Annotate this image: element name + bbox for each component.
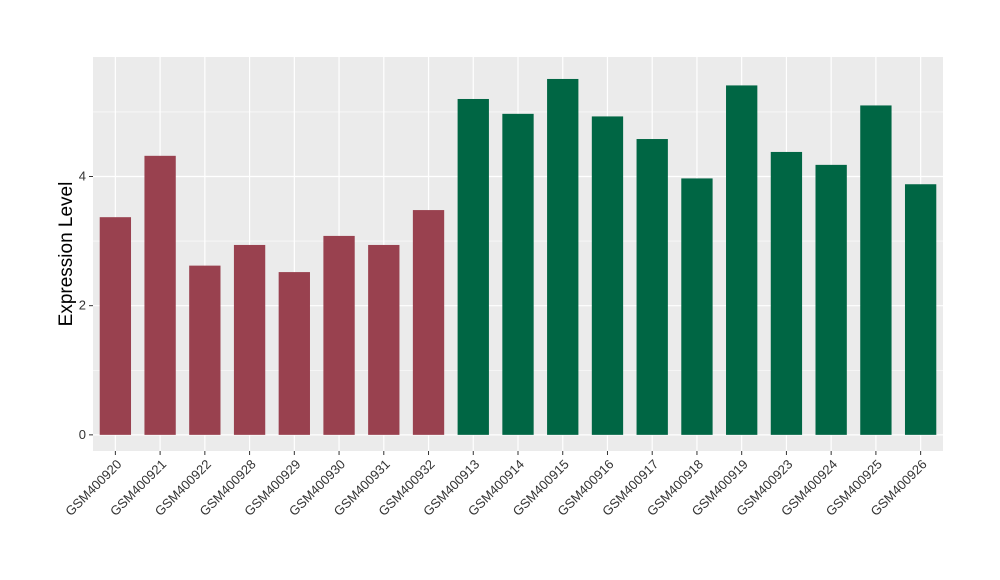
- bar-GSM400917: [636, 139, 668, 435]
- bar-GSM400929: [278, 272, 310, 435]
- bar-GSM400925: [860, 105, 892, 435]
- bar-GSM400921: [144, 155, 176, 435]
- bar-GSM400918: [681, 178, 713, 435]
- bar-GSM400928: [233, 244, 266, 435]
- bars: [99, 78, 937, 435]
- y-axis-title: Expression Level: [56, 182, 77, 327]
- bar-GSM400926: [904, 184, 937, 435]
- bar-GSM400931: [368, 244, 400, 435]
- bar-GSM400932: [412, 210, 445, 435]
- y-tick-label: 2: [79, 298, 86, 313]
- bar-GSM400916: [591, 116, 624, 435]
- y-axis: 0 2 4: [79, 168, 93, 442]
- bar-GSM400930: [323, 235, 355, 435]
- bar-GSM400923: [770, 151, 803, 435]
- y-tick-label: 4: [79, 168, 86, 183]
- bar-GSM400913: [457, 98, 489, 435]
- bar-GSM400914: [502, 113, 534, 435]
- y-tick-label: 0: [79, 427, 86, 442]
- bar-GSM400919: [726, 85, 758, 435]
- bar-GSM400920: [99, 217, 132, 435]
- bar-GSM400924: [815, 164, 847, 435]
- x-axis: GSM400920GSM400921GSM400922GSM400928GSM4…: [62, 451, 930, 519]
- bar-GSM400915: [547, 78, 579, 435]
- bar-GSM400922: [189, 265, 221, 435]
